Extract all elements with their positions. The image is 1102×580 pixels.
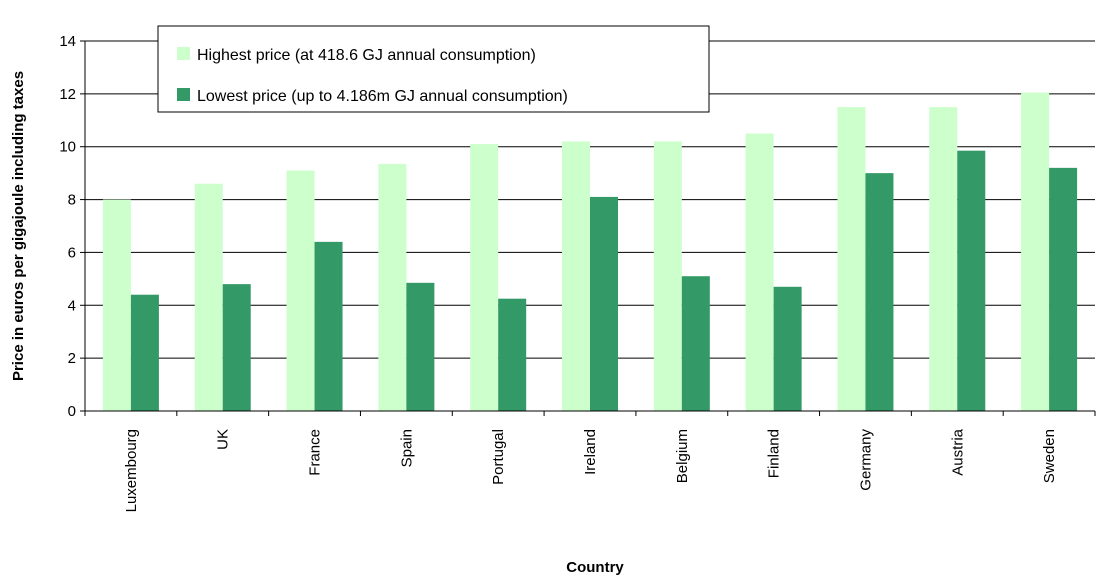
bar-lowest-ireland: [590, 196, 618, 411]
bar-highest-spain: [378, 163, 407, 411]
y-tick-label-3: 6: [68, 244, 76, 261]
bar-highest-portugal: [470, 144, 499, 412]
bars: [102, 92, 1078, 412]
bar-highest-ireland: [562, 141, 590, 411]
x-tick-label-uk: UK: [215, 429, 232, 450]
x-tick-label-germany: Germany: [857, 429, 874, 491]
y-axis-title: Price in euros per gigajoule including t…: [10, 71, 27, 381]
y-tick-label-1: 2: [68, 350, 76, 367]
y-tick-label-6: 12: [59, 86, 76, 103]
bar-highest-finland: [745, 133, 774, 411]
legend-label-lowest: Lowest price (up to 4.186m GJ annual con…: [197, 88, 568, 105]
bar-lowest-finland: [773, 286, 802, 411]
y-tick-label-2: 4: [68, 297, 76, 314]
legend-label-highest: Highest price (at 418.6 GJ annual consum…: [197, 47, 536, 64]
bar-lowest-spain: [406, 282, 435, 411]
bar-lowest-france: [314, 241, 343, 411]
legend: Highest price (at 418.6 GJ annual consum…: [157, 25, 710, 113]
bar-lowest-sweden: [1049, 167, 1078, 411]
legend-box: [157, 25, 710, 113]
bar-highest-uk: [194, 183, 223, 411]
legend-swatch-highest: [177, 47, 190, 60]
y-tick-labels: 0 2 4 6 8 10 12 14: [59, 33, 76, 420]
bar-highest-belgium: [653, 141, 682, 411]
y-tick-label-7: 14: [59, 33, 76, 50]
axes: [80, 40, 1096, 416]
x-tick-label-belgium: Belgium: [674, 429, 691, 483]
x-tick-label-ireland: Ireland: [582, 429, 599, 475]
bar-highest-germany: [837, 107, 866, 412]
bar-highest-luxembourg: [102, 199, 131, 411]
bar-lowest-germany: [865, 173, 894, 411]
x-tick-label-spain: Spain: [398, 429, 415, 467]
bar-lowest-uk: [222, 284, 251, 411]
x-tick-labels: Luxembourg UK France Spain Portugal Ireland Be…: [123, 428, 1058, 512]
y-tick-label-0: 0: [68, 403, 76, 420]
x-tick-label-sweden: Sweden: [1041, 429, 1058, 483]
x-tick-label-portugal: Portugal: [490, 429, 507, 485]
bar-highest-france: [286, 170, 315, 411]
bar-lowest-portugal: [498, 298, 527, 411]
bar-highest-sweden: [1021, 92, 1050, 412]
y-tick-label-4: 8: [68, 192, 76, 209]
legend-swatch-lowest: [177, 88, 190, 101]
x-tick-label-france: France: [307, 429, 324, 476]
y-tick-label-5: 10: [59, 139, 76, 156]
x-tick-label-luxembourg: Luxembourg: [123, 429, 140, 512]
bar-highest-austria: [929, 107, 958, 412]
x-axis-title: Country: [566, 559, 624, 576]
x-tick-label-finland: Finland: [766, 429, 783, 478]
bar-lowest-luxembourg: [130, 294, 159, 411]
x-tick-label-austria: Austria: [949, 428, 966, 475]
bar-lowest-belgium: [681, 276, 710, 411]
bar-lowest-austria: [957, 150, 986, 411]
